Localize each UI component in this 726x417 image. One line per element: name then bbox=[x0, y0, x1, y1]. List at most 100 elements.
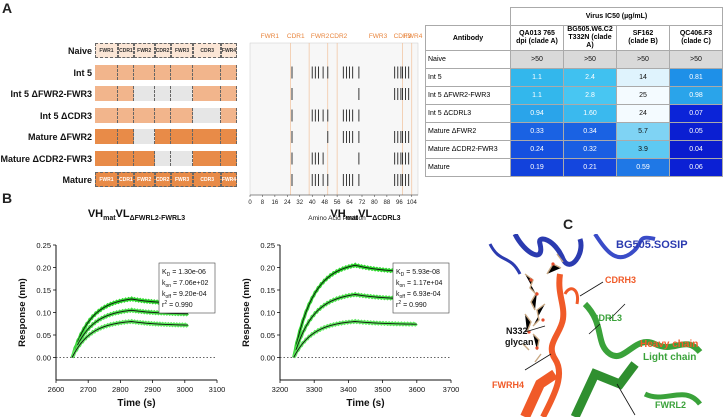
mutation-x-tick-label: 8 bbox=[261, 200, 265, 206]
ic50-antibody-name: Int 5 ΔFWR2-FWR3 bbox=[425, 86, 511, 105]
ic50-value: 0.06 bbox=[669, 158, 723, 177]
ic50-value: 0.94 bbox=[510, 104, 564, 123]
ic50-antibody-name: Int 5 bbox=[425, 68, 511, 87]
ic50-value: >50 bbox=[669, 50, 723, 69]
construct-segment bbox=[170, 129, 194, 144]
construct-segment bbox=[154, 86, 171, 101]
bli-ylabel: Response (nm) bbox=[17, 278, 28, 347]
construct-segment bbox=[117, 129, 134, 144]
bli-plot-fwrl2-fwrl3: VHmatVLΔFWRL2-FWRL3 0.00 0.05 0.10 0.15 0.20 0… bbox=[17, 208, 225, 409]
structure-illustration bbox=[488, 234, 703, 417]
construct-segment: FWR4 bbox=[220, 172, 237, 187]
env-ribbon-2 bbox=[593, 234, 656, 260]
env-ribbon bbox=[512, 234, 584, 267]
mutation-x-tick-label: 56 bbox=[334, 200, 341, 206]
bli-fit-param: koff = 6.93e-04 bbox=[396, 291, 441, 300]
ic50-row: Mature ΔCDR2-FWR3 0.24 0.32 3.9 0.04 bbox=[425, 140, 723, 159]
ic50-value: 0.19 bbox=[510, 158, 564, 177]
ic50-value: >50 bbox=[616, 50, 670, 69]
label-cdrh3: CDRH3 bbox=[605, 275, 637, 285]
bli-x-tick-label: 2900 bbox=[144, 385, 161, 394]
ic50-value: 3.9 bbox=[616, 140, 670, 159]
construct-segment bbox=[154, 129, 171, 144]
ic50-antibody-name: Mature ΔFWR2 bbox=[425, 122, 511, 141]
cdrh3-loop bbox=[563, 287, 580, 305]
ic50-title: Virus IC50 (µg/mL) bbox=[510, 7, 723, 26]
ic50-value: 1.1 bbox=[510, 68, 564, 87]
mutation-x-tick-label: 96 bbox=[396, 200, 403, 206]
bli-x-tick-label: 3600 bbox=[408, 385, 425, 394]
ic50-antibody-name: Naive bbox=[425, 50, 511, 69]
construct-segment bbox=[154, 150, 171, 166]
ic50-row: Naive >50 >50 >50 >50 bbox=[425, 50, 723, 69]
annotation-arrows bbox=[524, 281, 636, 416]
bli-fit-box bbox=[392, 262, 450, 314]
mutation-header-label: FWR2 bbox=[311, 33, 330, 40]
mutation-header-label: FWR4 bbox=[404, 33, 423, 40]
bli-y-tick-label: 0.15 bbox=[36, 286, 51, 295]
ic50-row: Int 5 ΔFWR2-FWR3 1.1 2.8 25 0.98 bbox=[425, 86, 723, 105]
env-ribbon-3 bbox=[488, 243, 522, 275]
ic50-table: Virus IC50 (µg/mL) Antibody QA013 765 dpi… bbox=[425, 7, 723, 177]
construct-row-label: Int 5 ΔFWR2-FWR3 bbox=[10, 89, 92, 99]
construct-segment bbox=[95, 64, 118, 80]
bli-y-tick-label: 0.10 bbox=[36, 309, 51, 318]
ic50-antibody-name: Mature bbox=[425, 158, 511, 177]
construct-segment bbox=[117, 107, 134, 123]
label-n332: N332 bbox=[506, 326, 528, 336]
panel-letter-a: A bbox=[2, 0, 13, 16]
bli-xlabel: Time (s) bbox=[117, 398, 155, 409]
construct-segment: FWR2 bbox=[133, 172, 155, 187]
mutation-x-tick-label: 48 bbox=[321, 200, 328, 206]
construct-row-label: Mature bbox=[62, 175, 92, 185]
bli-fit bbox=[71, 309, 189, 358]
label-light-chain: Light chain bbox=[643, 352, 697, 363]
construct-segment bbox=[133, 86, 155, 101]
panel-letter-c: C bbox=[563, 216, 574, 232]
construct-segment bbox=[220, 150, 237, 166]
construct-segment: CDR3 bbox=[193, 172, 221, 187]
ic50-virus-header: QA013 765 dpi (clade A) bbox=[510, 25, 564, 51]
bli-x-tick-label: 2700 bbox=[80, 385, 97, 394]
ic50-value: 0.33 bbox=[510, 122, 564, 141]
ic50-value: 5.7 bbox=[616, 122, 670, 141]
bli-y-tick-label: 0.25 bbox=[260, 241, 275, 250]
bli-fit-param: kon = 1.17e+04 bbox=[396, 280, 443, 289]
construct-segment: CDR3 bbox=[193, 43, 221, 58]
bli-x-tick-label: 3500 bbox=[374, 385, 391, 394]
bli-title-vl: VL bbox=[116, 208, 130, 220]
mutation-x-tick-label: 80 bbox=[371, 200, 378, 206]
ic50-row: Int 5 ΔCDRL3 0.94 1.60 24 0.07 bbox=[425, 104, 723, 123]
ic50-col-antibody: Antibody bbox=[425, 25, 511, 51]
bli-title-sub2: ΔCDRL3 bbox=[372, 215, 400, 222]
construct-segment bbox=[170, 86, 194, 101]
ic50-row: Mature 0.19 0.21 0.59 0.06 bbox=[425, 158, 723, 177]
bli-y-tick-label: 0.20 bbox=[36, 264, 51, 273]
ic50-antibody-name: Mature ΔCDR2-FWR3 bbox=[425, 140, 511, 159]
mutation-x-tick-label: 104 bbox=[407, 200, 418, 206]
ic50-value: 0.34 bbox=[563, 122, 617, 141]
bli-title: VHmatVLΔCDRL3 bbox=[330, 208, 400, 222]
bli-x-tick-label: 2600 bbox=[48, 385, 65, 394]
construct-segment bbox=[220, 107, 237, 123]
bli-x-tick-label: 3200 bbox=[272, 385, 289, 394]
ic50-value: 2.8 bbox=[563, 86, 617, 105]
mutation-header-label: FWR1 bbox=[261, 33, 280, 40]
ic50-value: 0.21 bbox=[563, 158, 617, 177]
construct-row-label: Mature ΔCDR2-FWR3 bbox=[0, 153, 92, 164]
light-chain-loop bbox=[643, 391, 702, 406]
bli-fit-param: r2 = 0.990 bbox=[396, 300, 427, 309]
bli-x-tick-label: 3000 bbox=[176, 385, 193, 394]
construct-row-label: Int 5 ΔCDR3 bbox=[40, 110, 92, 121]
label-fwrh4: FWRH4 bbox=[492, 380, 524, 390]
fwrh4-strand bbox=[520, 369, 558, 417]
mutation-x-tick-label: 40 bbox=[309, 200, 316, 206]
ic50-value: 0.81 bbox=[669, 68, 723, 87]
mutation-header-label: CDR3 bbox=[394, 33, 412, 40]
bli-fit-param: kon = 7.06e+02 bbox=[162, 280, 209, 289]
bli-x-tick-label: 3300 bbox=[306, 385, 323, 394]
construct-segment bbox=[133, 150, 155, 166]
bli-x-tick-label: 3400 bbox=[340, 385, 357, 394]
construct-segment bbox=[133, 64, 155, 80]
mutation-x-tick-label: 16 bbox=[272, 200, 279, 206]
